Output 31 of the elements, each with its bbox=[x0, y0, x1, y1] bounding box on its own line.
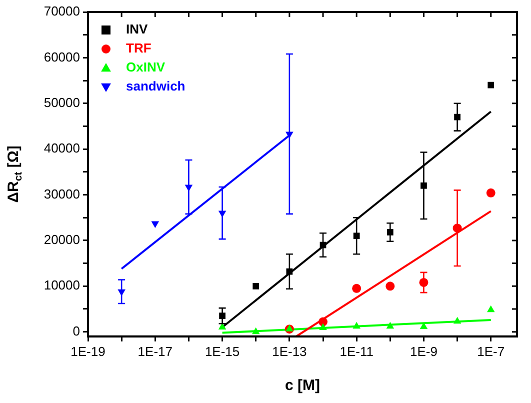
y-tick-label: 10000 bbox=[44, 278, 80, 293]
point bbox=[420, 322, 428, 330]
y-axis-title: ΔRct [Ω] bbox=[5, 146, 24, 203]
point bbox=[486, 305, 495, 312]
point bbox=[319, 323, 327, 330]
legend-label: OxINV bbox=[126, 60, 166, 75]
y-tick-label: 20000 bbox=[44, 232, 80, 248]
y-tick-label: 0 bbox=[72, 323, 80, 338]
x-tick-label: 1E-7 bbox=[477, 344, 505, 359]
y-tick-label: 30000 bbox=[44, 186, 80, 202]
point bbox=[488, 82, 494, 88]
point bbox=[352, 322, 360, 329]
y-tick-label: 50000 bbox=[44, 94, 80, 110]
y-tick-label: 60000 bbox=[44, 49, 80, 64]
x-tick-label: 1E-9 bbox=[410, 344, 438, 359]
point bbox=[453, 316, 462, 324]
y-tick-label: 40000 bbox=[44, 140, 80, 156]
legend-label: TRF bbox=[126, 40, 152, 56]
point bbox=[286, 324, 294, 332]
x-tick-label: 1E-11 bbox=[340, 344, 374, 359]
x-tick-label: 1E-13 bbox=[272, 344, 307, 359]
legend-label: INV bbox=[126, 22, 148, 37]
legend-label: sandwich bbox=[126, 78, 186, 94]
y-tick-label: 70000 bbox=[44, 4, 80, 19]
x-tick-label: 1E-17 bbox=[138, 344, 172, 359]
x-tick-label: 1E-15 bbox=[204, 344, 240, 359]
point bbox=[386, 322, 394, 329]
point bbox=[252, 282, 260, 290]
point bbox=[252, 327, 260, 334]
x-axis-title: c [M] bbox=[285, 377, 320, 394]
x-tick-label: 1E-19 bbox=[70, 344, 106, 359]
